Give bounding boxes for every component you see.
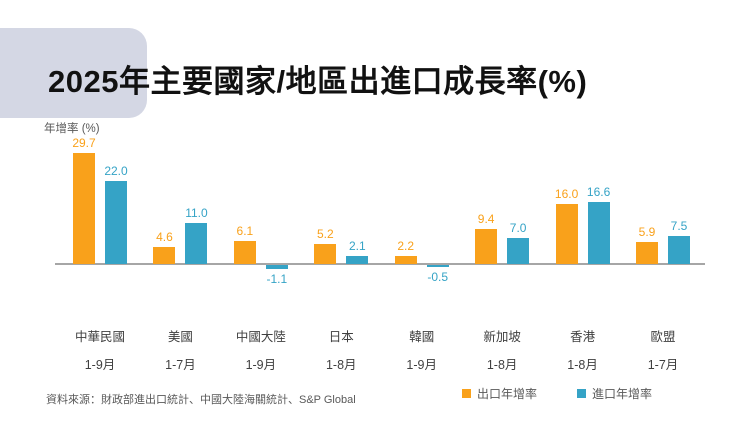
category-period: 1-7月 <box>165 358 196 372</box>
category-period: 1-8月 <box>486 358 518 372</box>
category-period: 1-9月 <box>406 358 437 372</box>
bar-export <box>555 204 578 264</box>
category-period: 1-9月 <box>84 358 116 372</box>
bar-value-label: -0.5 <box>427 270 449 284</box>
page-title: 2025年主要國家/地區出進口成長率(%) <box>48 64 588 99</box>
chart-legend: 出口年增率 進口年增率 <box>462 385 652 402</box>
bar-export <box>153 247 176 264</box>
bar-export <box>233 241 256 264</box>
legend-item-export: 出口年增率 <box>462 385 537 402</box>
category-name: 韓國 <box>409 330 435 344</box>
bar-value-label: 16.6 <box>586 185 611 199</box>
import-swatch-icon <box>577 389 587 398</box>
bar-value-label: 2.1 <box>348 239 366 253</box>
bar-value-label: 29.7 <box>72 136 96 150</box>
category-label: 新加坡 1-8月 <box>457 326 547 373</box>
category-label: 歐盟 1-7月 <box>618 326 708 373</box>
y-axis-label: 年增率 (%) <box>44 123 100 135</box>
bar-value-label: 2.2 <box>397 239 415 253</box>
category-label: 中國大陸 1-9月 <box>216 326 306 373</box>
bar-value-label: 16.0 <box>554 187 579 201</box>
category-name: 美國 <box>167 330 193 344</box>
bar-value-label: 5.9 <box>638 225 656 239</box>
bar-import <box>105 181 127 264</box>
bar-export <box>636 242 658 264</box>
bar-export <box>73 153 95 264</box>
category-name: 日本 <box>328 330 354 344</box>
bar-export <box>475 229 498 264</box>
bar-value-label: 7.5 <box>670 219 688 233</box>
bar-import <box>426 265 449 267</box>
category-name: 新加坡 <box>483 330 521 344</box>
legend-label-import: 進口年增率 <box>592 387 653 401</box>
bar-value-label: 7.0 <box>509 221 527 235</box>
bar-export <box>394 256 417 264</box>
category-name: 歐盟 <box>650 330 676 344</box>
category-name: 中國大陸 <box>235 330 286 344</box>
bar-value-label: 4.6 <box>156 230 173 244</box>
category-label: 韓國 1-9月 <box>377 326 467 373</box>
legend-item-import: 進口年增率 <box>577 385 652 402</box>
bar-import <box>507 238 530 264</box>
bar-value-label: 9.4 <box>477 212 495 226</box>
bar-value-label: 5.2 <box>316 227 334 241</box>
category-period: 1-8月 <box>567 358 598 372</box>
category-label: 日本 1-8月 <box>296 326 386 373</box>
category-label: 中華民國 1-9月 <box>55 326 145 373</box>
bar-value-label: 22.0 <box>104 164 128 178</box>
category-name: 香港 <box>570 330 596 344</box>
bar-import <box>265 265 288 269</box>
category-name: 中華民國 <box>74 330 125 344</box>
category-period: 1-9月 <box>245 358 277 372</box>
bar-import <box>668 236 690 264</box>
category-period: 1-7月 <box>647 358 679 372</box>
source-note: 資料來源：財政部進出口統計、中國大陸海關統計、S&P Global <box>46 394 356 406</box>
export-swatch-icon <box>462 389 471 398</box>
bar-export <box>314 244 337 264</box>
bar-value-label: 6.1 <box>236 224 254 238</box>
bar-import <box>185 223 208 264</box>
category-period: 1-8月 <box>325 358 357 372</box>
bar-value-label: 11.0 <box>185 206 208 220</box>
title-badge-shape <box>0 28 147 118</box>
x-axis-line <box>55 263 705 265</box>
bar-import <box>346 256 369 264</box>
category-label: 美國 1-7月 <box>135 326 225 373</box>
legend-label-export: 出口年增率 <box>477 387 538 401</box>
category-label: 香港 1-8月 <box>538 326 628 373</box>
bar-import <box>587 202 610 264</box>
bar-value-label: -1.1 <box>266 272 288 286</box>
